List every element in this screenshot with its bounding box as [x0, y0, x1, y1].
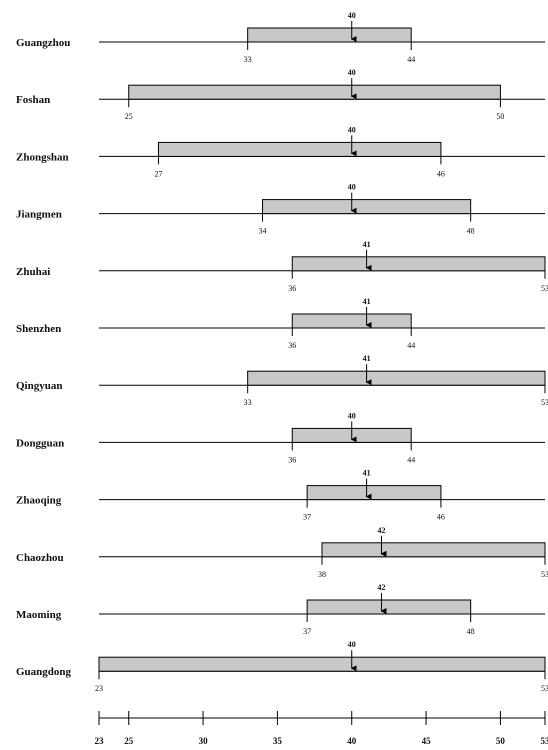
- high-value-label: 53: [541, 570, 548, 579]
- low-value-label: 27: [154, 169, 162, 178]
- range-box: [98, 656, 546, 672]
- range-box: [262, 199, 472, 215]
- range-box: [247, 370, 546, 386]
- row-label: Shenzhen: [16, 323, 61, 335]
- x-axis-tick-label: 40: [347, 736, 357, 746]
- low-value-label: 38: [318, 570, 326, 579]
- low-value-label: 33: [244, 398, 252, 407]
- mid-value-label: 40: [348, 68, 356, 77]
- mid-value-label: 40: [348, 11, 356, 20]
- range-box: [306, 599, 472, 615]
- row-label: Guangdong: [16, 666, 72, 678]
- row-label: Dongguan: [16, 437, 64, 449]
- high-value-label: 48: [467, 627, 475, 636]
- mid-value-label: 41: [363, 469, 371, 478]
- high-value-label: 46: [437, 169, 445, 178]
- mid-value-label: 41: [363, 354, 371, 363]
- mid-value-label: 40: [348, 411, 356, 420]
- mid-value-label: 42: [377, 526, 385, 535]
- high-value-label: 46: [437, 513, 445, 522]
- row-label: Zhuhai: [16, 266, 50, 278]
- low-value-label: 36: [288, 284, 296, 293]
- row-label: Zhongshan: [16, 151, 69, 163]
- high-value-label: 53: [541, 284, 548, 293]
- row-label: Maoming: [16, 609, 62, 621]
- low-value-label: 23: [95, 684, 103, 693]
- mid-value-label: 40: [348, 640, 356, 649]
- range-box: [291, 313, 412, 329]
- low-value-label: 36: [288, 455, 296, 464]
- high-value-label: 53: [541, 398, 548, 407]
- range-box: [291, 256, 546, 272]
- low-value-label: 34: [259, 227, 267, 236]
- mid-value-label: 40: [348, 125, 356, 134]
- x-axis-tick-label: 45: [422, 736, 432, 746]
- high-value-label: 53: [541, 684, 548, 693]
- mid-value-label: 41: [363, 297, 371, 306]
- row-label: Chaozhou: [16, 552, 64, 564]
- row-label: Guangzhou: [16, 37, 70, 49]
- range-box: [321, 542, 546, 558]
- high-value-label: 48: [467, 227, 475, 236]
- mid-value-label: 42: [377, 583, 385, 592]
- range-box: [157, 141, 442, 157]
- high-value-label: 44: [407, 455, 415, 464]
- low-value-label: 33: [244, 55, 252, 64]
- x-axis-tick-label: 50: [496, 736, 506, 746]
- low-value-label: 37: [303, 627, 311, 636]
- range-box: [306, 485, 442, 501]
- row-label: Qingyuan: [16, 380, 62, 392]
- high-value-label: 44: [407, 341, 415, 350]
- mid-value-label: 40: [348, 183, 356, 192]
- high-value-label: 50: [496, 112, 504, 121]
- x-axis-tick-label: 23: [95, 736, 105, 746]
- low-value-label: 25: [125, 112, 133, 121]
- x-axis-tick-label: 35: [273, 736, 283, 746]
- x-axis-tick-label: 53: [541, 736, 548, 746]
- low-value-label: 37: [303, 513, 311, 522]
- low-value-label: 36: [288, 341, 296, 350]
- row-label: Zhaoqing: [16, 495, 62, 507]
- row-label: Jiangmen: [16, 209, 62, 221]
- range-box: [247, 27, 412, 43]
- high-value-label: 44: [407, 55, 415, 64]
- range-box: [128, 84, 501, 100]
- mid-value-label: 41: [363, 240, 371, 249]
- x-axis-tick-label: 30: [199, 736, 209, 746]
- row-label: Foshan: [16, 94, 50, 106]
- x-axis-tick-label: 25: [124, 736, 134, 746]
